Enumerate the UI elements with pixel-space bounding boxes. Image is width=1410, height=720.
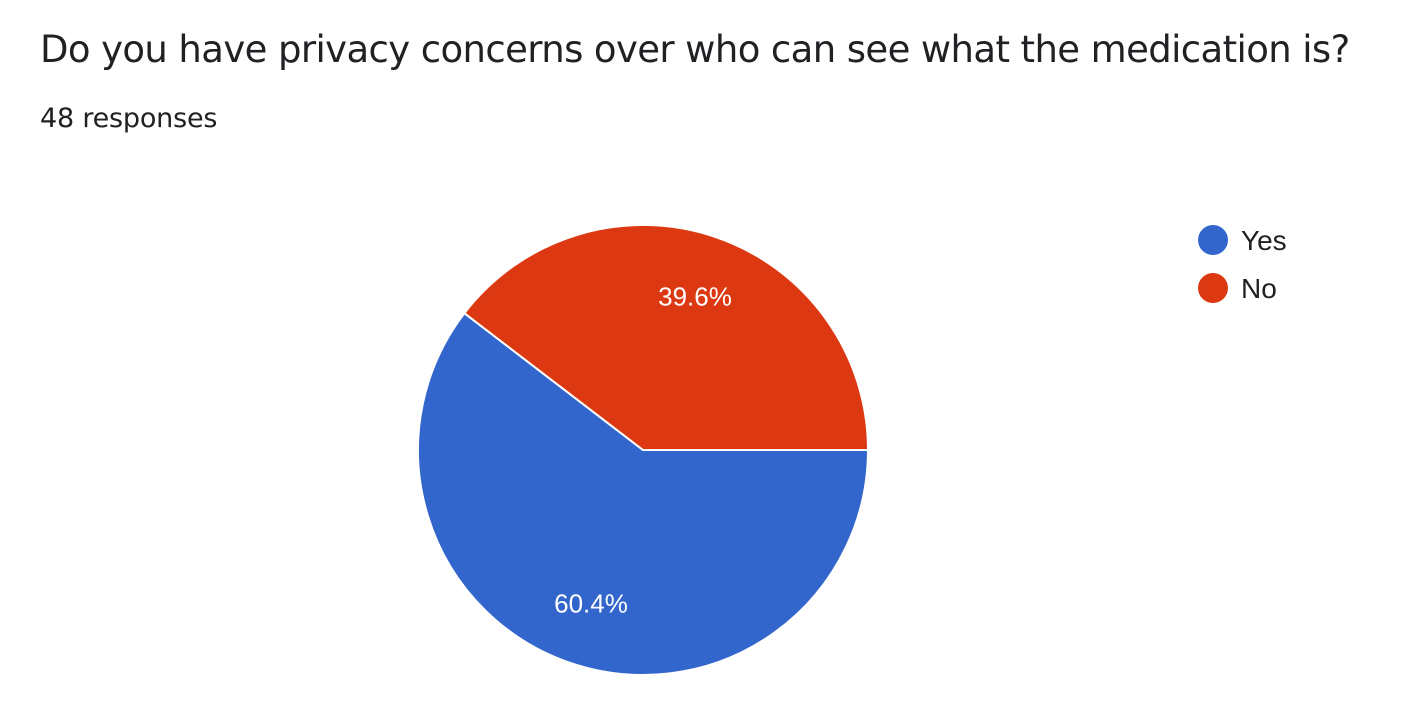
legend-item-no[interactable]: No — [1198, 273, 1277, 304]
question-title: Do you have privacy concerns over who ca… — [40, 28, 1350, 71]
chart-legend[interactable]: Yes No — [1198, 225, 1287, 304]
slice-label-yes: 60.4% — [554, 588, 628, 618]
legend-swatch-no — [1198, 273, 1228, 303]
pie-slices — [417, 224, 870, 676]
legend-item-yes[interactable]: Yes — [1198, 225, 1287, 256]
slice-label-no: 39.6% — [658, 282, 732, 312]
pie-slice-yes[interactable] — [417, 311, 870, 676]
pie-slice-labels: 60.4% 39.6% — [554, 282, 732, 619]
response-count: 48 responses — [40, 103, 218, 134]
legend-label-yes: Yes — [1241, 225, 1287, 256]
legend-swatch-yes — [1198, 225, 1228, 255]
pie-slice-no[interactable] — [462, 224, 870, 451]
legend-label-no: No — [1241, 273, 1277, 304]
